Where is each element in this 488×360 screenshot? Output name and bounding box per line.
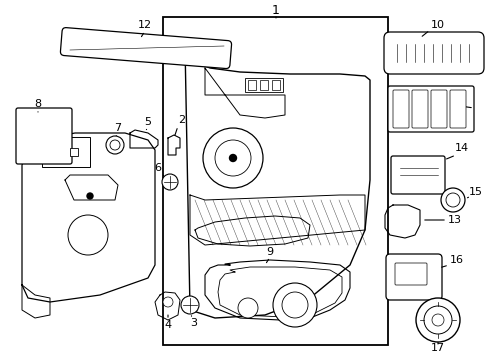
- FancyBboxPatch shape: [392, 90, 408, 128]
- Circle shape: [162, 174, 178, 190]
- Text: 6: 6: [154, 163, 161, 173]
- FancyBboxPatch shape: [385, 254, 441, 300]
- Circle shape: [440, 188, 464, 212]
- Circle shape: [431, 314, 443, 326]
- Bar: [42, 137, 90, 167]
- Bar: [260, 80, 267, 90]
- Circle shape: [181, 296, 199, 314]
- Circle shape: [68, 215, 108, 255]
- Circle shape: [163, 297, 173, 307]
- Text: 15: 15: [468, 187, 482, 197]
- FancyBboxPatch shape: [390, 156, 444, 194]
- Text: 13: 13: [447, 215, 461, 225]
- Circle shape: [87, 193, 93, 199]
- FancyBboxPatch shape: [16, 108, 72, 164]
- Circle shape: [423, 306, 451, 334]
- Bar: [244, 78, 283, 92]
- Text: 10: 10: [430, 20, 444, 30]
- Text: 5: 5: [144, 117, 151, 127]
- FancyBboxPatch shape: [449, 90, 465, 128]
- Text: 14: 14: [454, 143, 468, 153]
- Circle shape: [282, 292, 307, 318]
- Text: 8: 8: [34, 99, 41, 109]
- FancyBboxPatch shape: [411, 90, 427, 128]
- Bar: [271, 80, 280, 90]
- Bar: [247, 80, 256, 90]
- Circle shape: [445, 193, 459, 207]
- Text: 1: 1: [271, 4, 279, 17]
- Circle shape: [203, 128, 263, 188]
- Circle shape: [272, 283, 316, 327]
- Text: 11: 11: [452, 90, 466, 100]
- Text: 17: 17: [430, 343, 444, 353]
- Text: 7: 7: [114, 123, 122, 133]
- FancyBboxPatch shape: [61, 28, 231, 68]
- Text: 9: 9: [266, 247, 273, 257]
- Bar: [70, 148, 78, 156]
- FancyBboxPatch shape: [387, 86, 473, 132]
- Circle shape: [106, 136, 124, 154]
- Text: 3: 3: [190, 318, 197, 328]
- Circle shape: [238, 298, 258, 318]
- FancyBboxPatch shape: [383, 32, 483, 74]
- Text: 4: 4: [164, 320, 171, 330]
- Text: 16: 16: [449, 255, 463, 265]
- Circle shape: [229, 154, 236, 162]
- Bar: [163, 17, 387, 345]
- Text: 2: 2: [178, 115, 185, 125]
- Circle shape: [215, 140, 250, 176]
- FancyBboxPatch shape: [394, 263, 426, 285]
- FancyBboxPatch shape: [430, 90, 446, 128]
- Text: 12: 12: [138, 20, 152, 30]
- Circle shape: [415, 298, 459, 342]
- Circle shape: [110, 140, 120, 150]
